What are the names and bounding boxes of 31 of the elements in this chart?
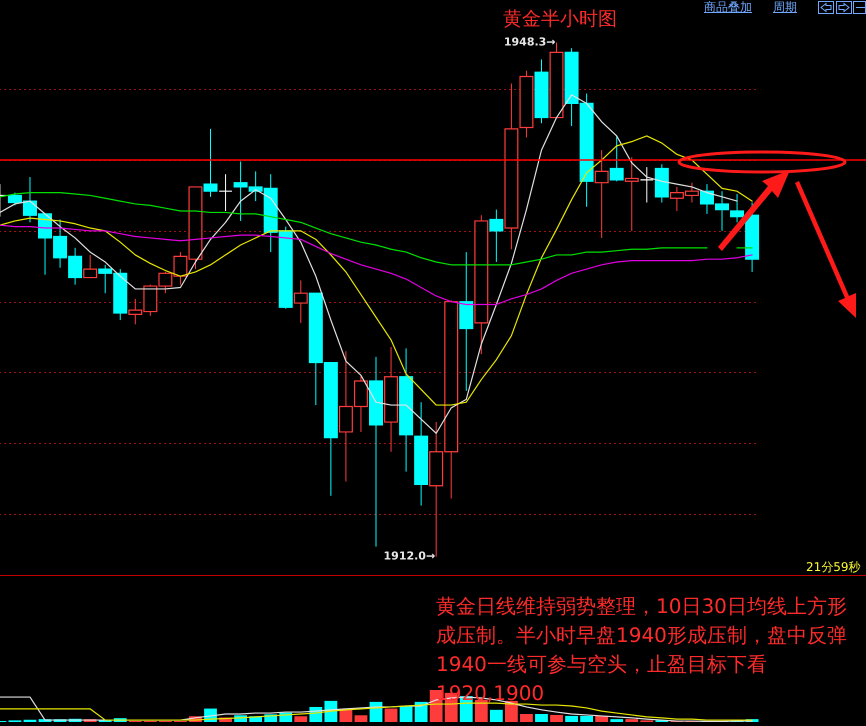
bar [340,710,352,722]
text: 周期 [773,0,797,16]
bar [520,714,533,722]
bar [354,715,368,722]
bar [580,716,594,722]
candlestick [594,150,609,238]
bar [414,702,428,722]
candlestick [730,194,744,223]
candlestick [204,128,218,198]
bar [565,716,578,722]
bar [294,716,308,722]
candlestick [640,166,654,204]
annotation: 商品叠加 [704,0,752,16]
candlestick [294,280,308,324]
text: 21分59秒 [806,559,861,576]
candlestick [489,209,504,263]
bar [550,714,563,722]
candlestick [610,135,624,182]
candlestick [624,156,639,232]
chart-title: 黄金半小时图 [503,7,617,32]
bar [505,700,518,722]
bar [490,710,503,722]
annotation: 1912.0→ [384,550,436,563]
candlestick [218,174,233,212]
candlestick [83,254,98,278]
bar [625,719,638,722]
bar [610,719,624,722]
bar [535,714,548,722]
bar [400,706,412,722]
annotation: 1948.3→ [504,35,556,48]
bar [384,708,398,722]
